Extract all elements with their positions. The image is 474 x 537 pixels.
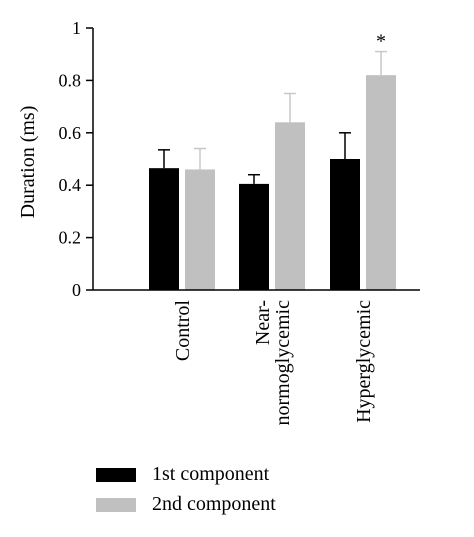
x-tick-label: Near-normoglycemic <box>252 300 294 426</box>
bar-series-2 <box>185 169 215 290</box>
x-tick-label-line: Control <box>172 300 194 362</box>
y-tick-label: 1 <box>72 18 81 38</box>
x-tick-label-line: Hyperglycemic <box>353 300 375 423</box>
y-tick-label: 0.8 <box>59 70 82 90</box>
bar-series-2 <box>275 122 305 290</box>
y-axis-title: Duration (ms) <box>17 106 39 219</box>
x-tick-label: Control <box>172 300 194 362</box>
bar-series-1 <box>149 168 179 290</box>
x-tick-label-line: Near- <box>252 300 274 345</box>
significance-marker: * <box>376 31 386 53</box>
x-tick-label-line: normoglycemic <box>272 300 294 426</box>
x-tick-label: Hyperglycemic <box>353 300 375 423</box>
bar-series-1 <box>330 159 360 290</box>
legend-label-1st-component: 1st component <box>152 463 270 485</box>
legend-swatch-1st-component <box>96 468 136 482</box>
y-tick-label: 0.6 <box>59 123 82 143</box>
y-tick-label: 0.4 <box>59 175 82 195</box>
legend-label-2nd-component: 2nd component <box>152 493 276 515</box>
y-tick-label: 0 <box>72 280 81 300</box>
bar-series-1 <box>239 183 269 290</box>
bar-series-2 <box>366 75 396 290</box>
legend-swatch-2nd-component <box>96 498 136 512</box>
y-tick-label: 0.2 <box>59 228 82 248</box>
